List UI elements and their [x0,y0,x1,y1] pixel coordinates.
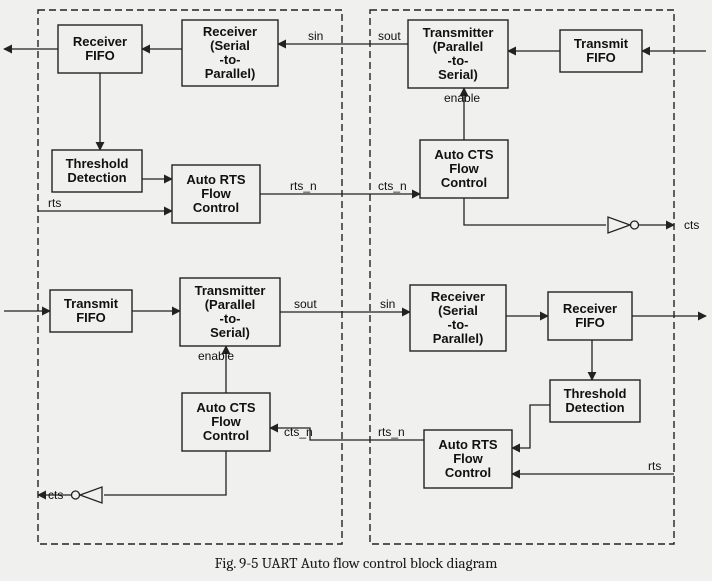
svg-text:Serial): Serial) [210,325,250,340]
svg-text:sin: sin [380,297,395,311]
inv-left [80,487,102,503]
svg-text:-to-: -to- [448,53,469,68]
svg-text:Transmit: Transmit [574,36,629,51]
block-auto_rts_r: Auto RTSFlowControl [424,430,512,488]
inv-left-bubble [72,491,80,499]
svg-text:cts_n: cts_n [284,425,313,439]
svg-text:(Parallel: (Parallel [433,39,484,54]
svg-text:cts: cts [684,218,699,232]
block-thresh_l: ThresholdDetection [52,150,142,192]
block-rx_fifo_r: ReceiverFIFO [548,292,632,340]
svg-text:Receiver: Receiver [431,289,485,304]
svg-text:Serial): Serial) [438,67,478,82]
svg-text:Receiver: Receiver [203,24,257,39]
inv-right-bubble [631,221,639,229]
svg-text:cts: cts [48,488,63,502]
block-rx_sp_r: Receiver(Serial-to-Parallel) [410,285,506,351]
svg-text:Threshold: Threshold [564,386,627,401]
block-rx_fifo_l: ReceiverFIFO [58,25,142,73]
svg-text:rts: rts [648,459,661,473]
svg-text:Transmitter: Transmitter [423,25,494,40]
svg-text:Transmit: Transmit [64,296,119,311]
svg-text:Auto RTS: Auto RTS [186,172,246,187]
svg-text:Receiver: Receiver [563,301,617,316]
svg-text:Control: Control [441,175,487,190]
block-auto_rts_l: Auto RTSFlowControl [172,165,260,223]
svg-text:enable: enable [198,349,234,363]
block-tx_fifo_l: TransmitFIFO [50,290,132,332]
block-rx_sp_l: Receiver(Serial-to-Parallel) [182,20,278,86]
svg-text:FIFO: FIFO [575,315,605,330]
svg-text:rts_n: rts_n [378,425,405,439]
svg-text:FIFO: FIFO [586,50,616,65]
diagram-canvas: ReceiverFIFOReceiver(Serial-to-Parallel)… [0,0,712,576]
svg-text:Control: Control [445,465,491,480]
svg-text:FIFO: FIFO [76,310,106,325]
svg-text:-to-: -to- [220,311,241,326]
block-auto_cts_r: Auto CTSFlowControl [420,140,508,198]
svg-text:Flow: Flow [211,414,241,429]
svg-text:rts: rts [48,196,61,210]
uart-right [370,10,674,544]
svg-text:Flow: Flow [453,451,483,466]
svg-text:sin: sin [308,29,323,43]
svg-text:rts_n: rts_n [290,179,317,193]
svg-text:sout: sout [294,297,317,311]
autocts-to-inv-r [464,198,606,225]
svg-text:cts_n: cts_n [378,179,407,193]
svg-text:Auto RTS: Auto RTS [438,437,498,452]
svg-text:Flow: Flow [449,161,479,176]
thresh-to-autorts-r [512,405,550,448]
autocts-to-inv-l [104,451,226,495]
block-tx_ps_r: Transmitter(Parallel-to-Serial) [408,20,508,88]
svg-text:Detection: Detection [565,400,624,415]
svg-text:FIFO: FIFO [85,48,115,63]
svg-text:Flow: Flow [201,186,231,201]
block-auto_cts_l: Auto CTSFlowControl [182,393,270,451]
svg-text:Detection: Detection [67,170,126,185]
svg-text:Auto CTS: Auto CTS [434,147,494,162]
svg-text:enable: enable [444,91,480,105]
svg-text:(Serial: (Serial [438,303,478,318]
svg-text:Transmitter: Transmitter [195,283,266,298]
svg-text:Parallel): Parallel) [205,66,256,81]
svg-text:-to-: -to- [448,317,469,332]
block-thresh_r: ThresholdDetection [550,380,640,422]
uart-left [38,10,342,544]
inv-right [608,217,630,233]
svg-text:Threshold: Threshold [66,156,129,171]
svg-text:Auto CTS: Auto CTS [196,400,256,415]
svg-text:(Parallel: (Parallel [205,297,256,312]
svg-text:(Serial: (Serial [210,38,250,53]
block-tx_fifo_r: TransmitFIFO [560,30,642,72]
svg-text:sout: sout [378,29,401,43]
figure-caption: Fig. 9-5 UART Auto flow control block di… [0,554,712,572]
svg-text:Receiver: Receiver [73,34,127,49]
block-tx_ps_l: Transmitter(Parallel-to-Serial) [180,278,280,346]
svg-text:Parallel): Parallel) [433,331,484,346]
svg-text:Control: Control [193,200,239,215]
svg-text:Control: Control [203,428,249,443]
svg-text:-to-: -to- [220,52,241,67]
